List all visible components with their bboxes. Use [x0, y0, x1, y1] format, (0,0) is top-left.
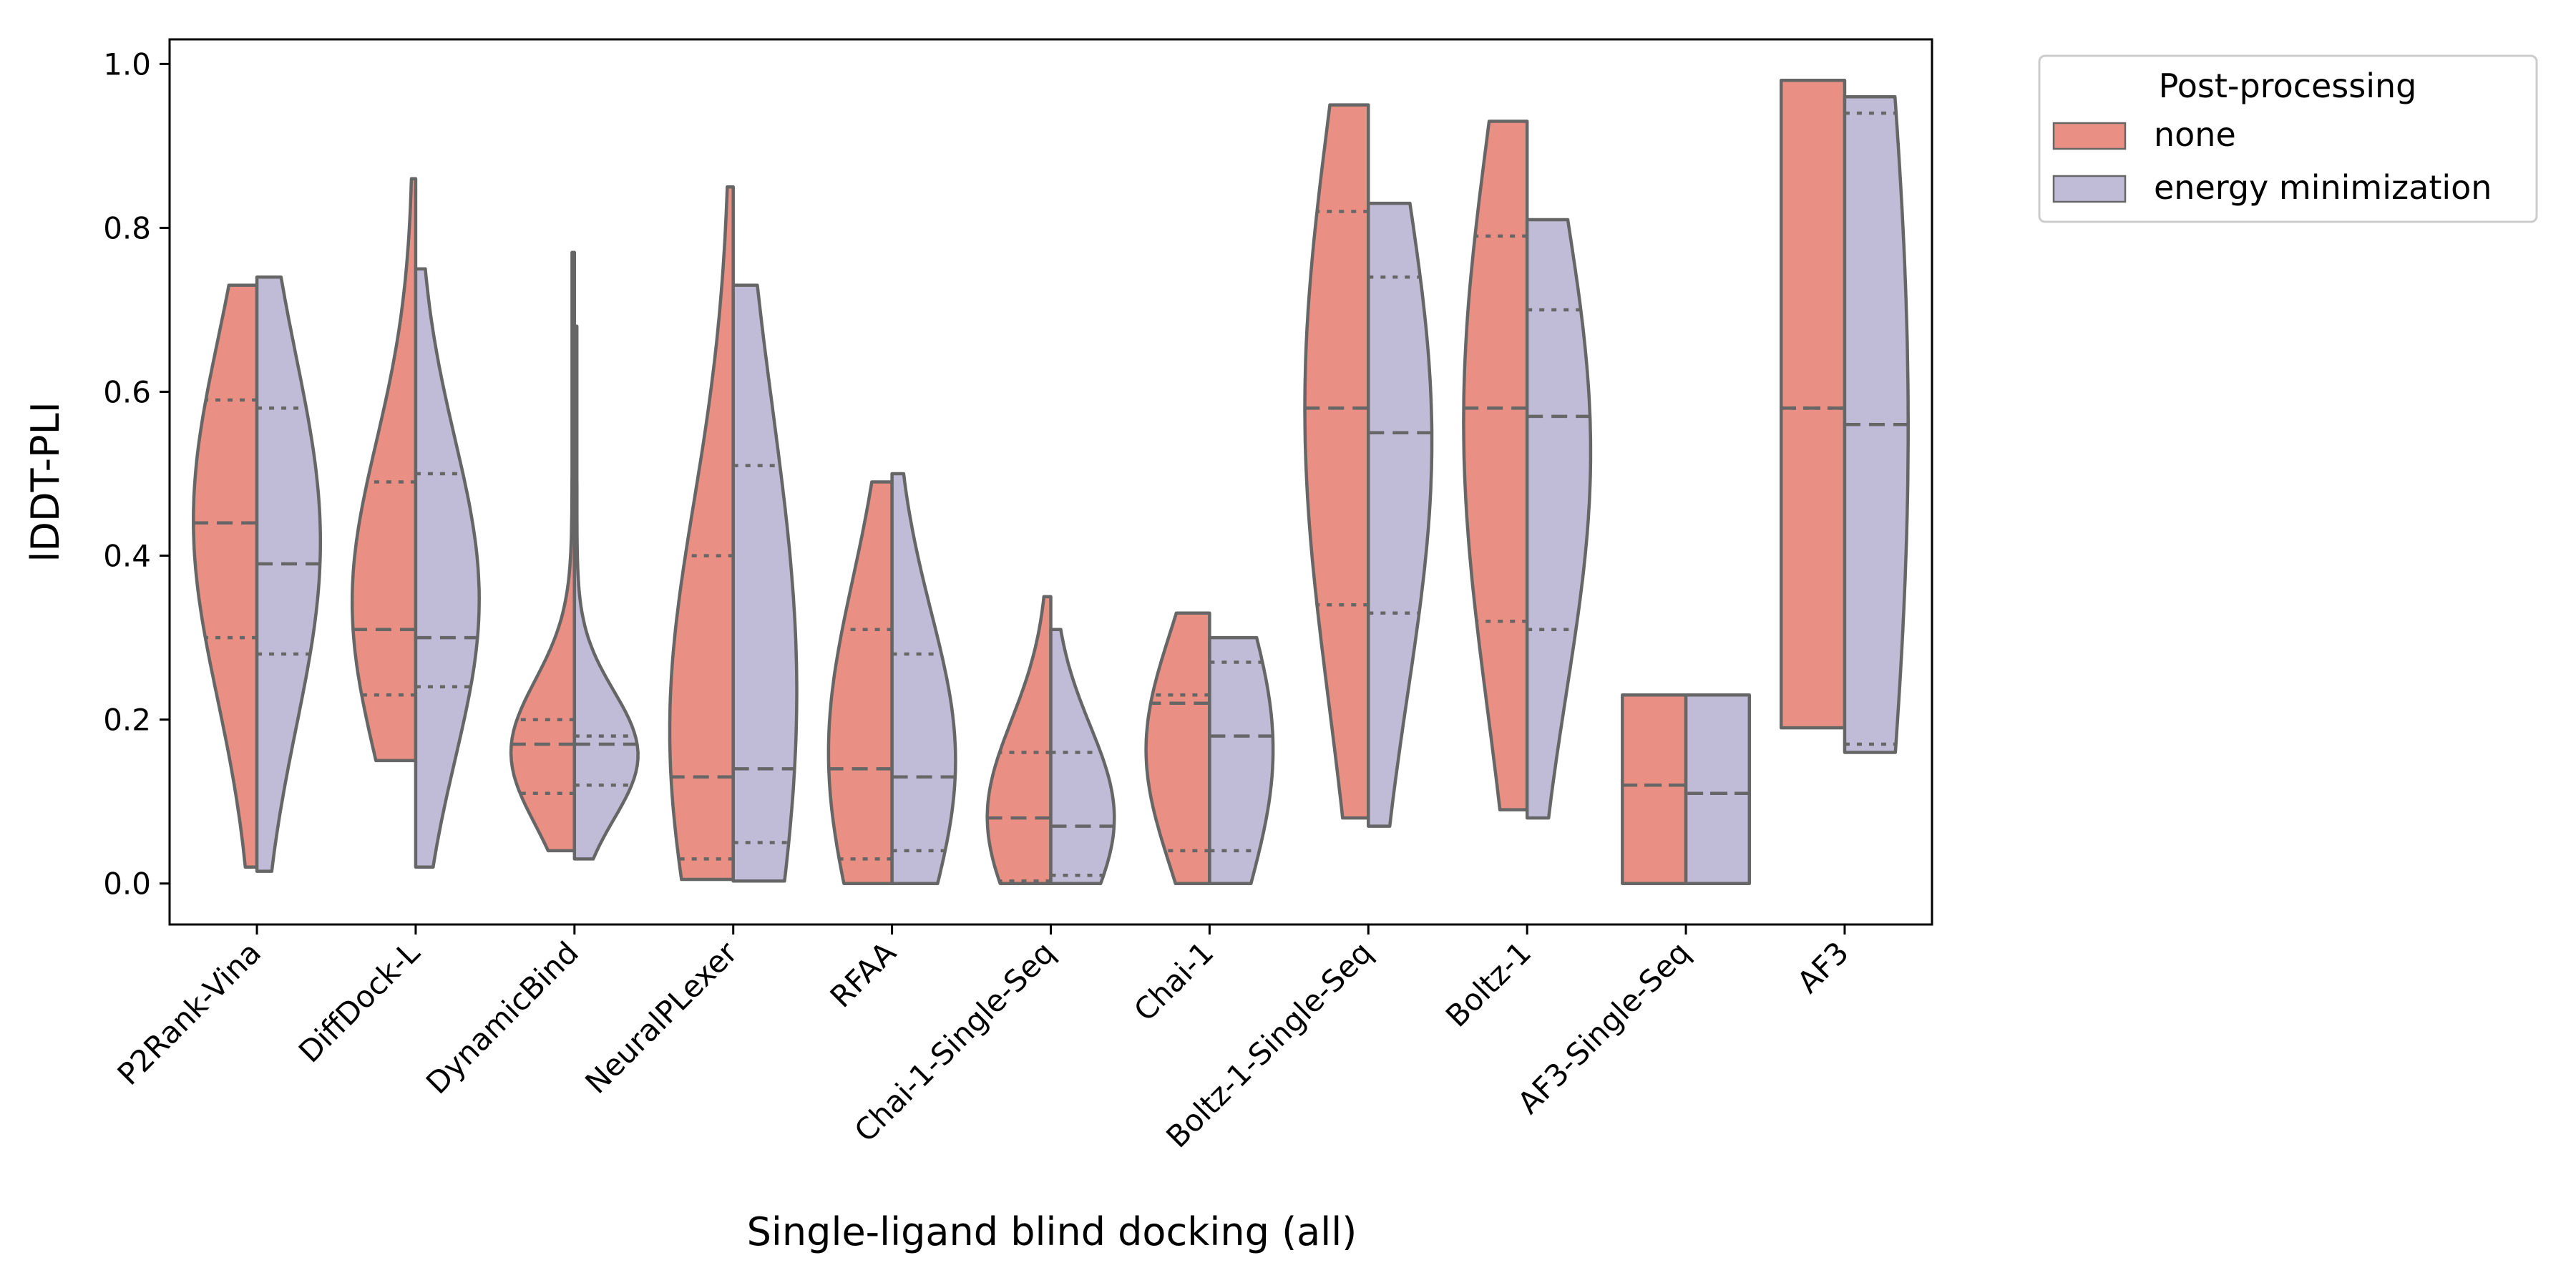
legend-box [2038, 54, 2538, 223]
violin-energy-minimization-5 [1049, 628, 1116, 885]
violin-none-0 [192, 283, 259, 869]
legend-entry-label-1: energy minimization [2154, 168, 2492, 207]
x-axis-label: Single-ligand blind docking (all) [747, 1209, 1357, 1254]
violins-layer [192, 79, 1910, 885]
violin-none-2 [509, 250, 577, 853]
y-axis-label: lDDT-PLI [23, 401, 68, 562]
y-tick-label-0: 0.0 [103, 867, 151, 902]
violin-none-4 [826, 480, 894, 885]
violin-energy-minimization-8 [1525, 218, 1593, 820]
y-tick-label-3: 0.6 [103, 375, 151, 410]
violin-energy-minimization-9 [1684, 693, 1752, 885]
violin-none-5 [985, 595, 1053, 885]
y-axis: 0.0 0.2 0.4 0.6 0.8 1.0 [103, 47, 170, 902]
violin-energy-minimization-2 [572, 324, 640, 861]
violin-none-1 [350, 177, 418, 763]
legend-entry-label-0: none [2154, 115, 2236, 154]
legend-title: Post-processing [2159, 67, 2417, 105]
legend-swatch-1 [2052, 175, 2127, 203]
violin-energy-minimization-0 [255, 275, 323, 873]
violin-none-6 [1144, 611, 1211, 885]
violin-energy-minimization-1 [414, 267, 481, 869]
legend-swatch-0 [2052, 122, 2127, 150]
violin-none-3 [668, 185, 735, 882]
y-tick-label-2: 0.4 [103, 539, 151, 574]
legend-entries: none energy minimization [2052, 115, 2492, 207]
y-tick-label-5: 1.0 [103, 47, 151, 82]
y-tick-label-1: 0.2 [103, 703, 151, 738]
violin-energy-minimization-7 [1367, 201, 1434, 828]
violin-energy-minimization-6 [1208, 635, 1275, 885]
violin-none-10 [1779, 79, 1847, 730]
violin-none-9 [1621, 693, 1688, 885]
violin-none-8 [1462, 119, 1529, 811]
violin-energy-minimization-4 [890, 472, 957, 885]
violin-energy-minimization-3 [731, 283, 799, 883]
y-tick-label-4: 0.8 [103, 210, 151, 245]
legend: Post-processing none energy minimization [2038, 54, 2538, 223]
